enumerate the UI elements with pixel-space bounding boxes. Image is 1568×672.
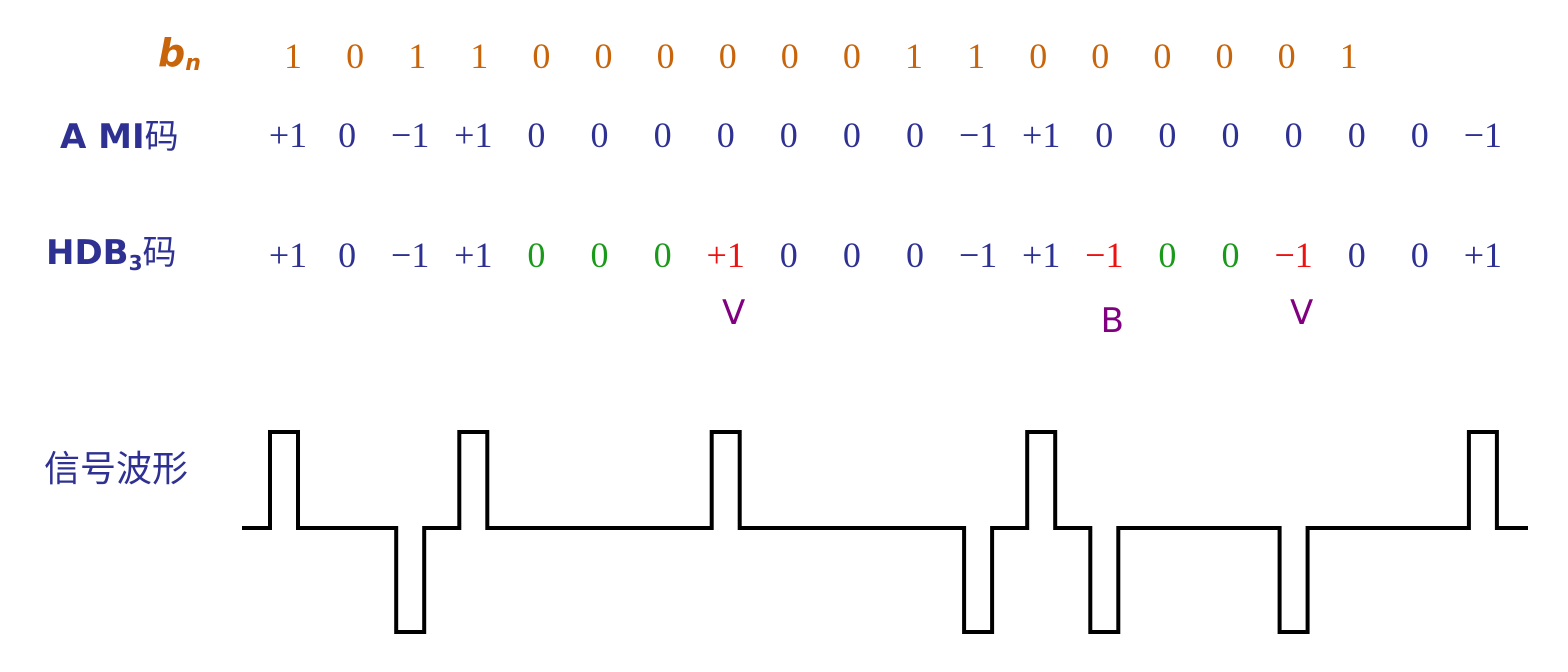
ami-symbol: 0 — [716, 115, 735, 155]
bn-bit: 1 — [905, 36, 923, 76]
bn-bit: 0 — [1029, 36, 1048, 76]
hdb3-symbol: −1 — [1274, 235, 1313, 275]
bn-label-main: b — [158, 31, 186, 75]
ami-symbol: 0 — [842, 115, 861, 155]
bn-bit: 1 — [284, 36, 302, 76]
ami-symbol: 0 — [1284, 115, 1303, 155]
bn-bit: 0 — [1277, 36, 1296, 76]
hdb3-symbol: 0 — [1410, 235, 1429, 275]
ami-symbol: −1 — [1463, 115, 1503, 155]
marker-b: B — [1100, 301, 1124, 341]
bn-label-sub: n — [185, 51, 201, 76]
bn-bit: 1 — [470, 36, 489, 76]
hdb3-symbol: −1 — [1085, 235, 1124, 275]
ami-label-main: A MI — [60, 117, 145, 157]
hdb3-symbol: +1 — [268, 235, 308, 275]
bn-bit: 0 — [842, 36, 861, 76]
ami-symbol: 0 — [1095, 115, 1114, 155]
ami-symbol: 0 — [1158, 115, 1177, 155]
ami-symbol: 0 — [1347, 115, 1366, 155]
bn-bit: 0 — [780, 36, 799, 76]
bn-bit: 0 — [1153, 36, 1172, 76]
ami-symbol: +1 — [268, 115, 308, 155]
bn-bit: 1 — [1339, 36, 1358, 76]
bn-bit: 0 — [718, 36, 737, 76]
waveform-label: 信号波形 — [44, 449, 189, 490]
ami-label-suffix: 码 — [144, 117, 179, 157]
bn-bit: 0 — [1091, 36, 1110, 76]
ami-symbol: 0 — [653, 115, 672, 155]
ami-symbol: 0 — [527, 115, 546, 155]
hdb3-symbol: −1 — [958, 235, 998, 275]
bn-bit: 1 — [408, 36, 427, 76]
bn-bit: 0 — [594, 36, 613, 76]
hdb3-label-suffix: 码 — [142, 233, 177, 273]
hdb3-symbol: +1 — [1463, 235, 1503, 275]
bn-row-label: bn — [158, 34, 201, 75]
ami-symbol: 0 — [779, 115, 798, 155]
hdb3-symbol: 0 — [338, 235, 357, 275]
bn-bit: 0 — [346, 36, 365, 76]
hdb3-symbol: 0 — [590, 235, 609, 275]
hdb3-symbol: 0 — [779, 235, 798, 275]
bn-bit: 1 — [967, 36, 986, 76]
hdb3-symbol: 0 — [842, 235, 861, 275]
hdb3-symbol: 0 — [906, 235, 924, 275]
ami-symbol: 0 — [1410, 115, 1429, 155]
ami-symbol: +1 — [1022, 115, 1061, 155]
hdb3-symbol: 0 — [1347, 235, 1366, 275]
waveform-line — [242, 430, 1528, 634]
bn-bit: 0 — [1215, 36, 1234, 76]
hdb3-symbol: −1 — [391, 235, 430, 275]
ami-symbol: +1 — [454, 115, 493, 155]
hdb3-symbol: 0 — [1158, 235, 1177, 275]
hdb3-symbol: 0 — [1221, 235, 1240, 275]
bn-bit: 0 — [656, 36, 675, 76]
ami-row-label: A MI码 — [60, 120, 179, 154]
hdb3-symbol: 0 — [653, 235, 672, 275]
hdb3-symbol: +1 — [1022, 235, 1061, 275]
marker-v: V — [1289, 293, 1314, 333]
ami-symbol: 0 — [590, 115, 609, 155]
hdb3-label-sub: 3 — [128, 251, 143, 275]
bn-bit: 0 — [532, 36, 551, 76]
hdb3-symbol: +1 — [454, 235, 493, 275]
hdb3-symbol: +1 — [706, 235, 745, 275]
ami-symbol: 0 — [1221, 115, 1240, 155]
hdb3-symbol: 0 — [527, 235, 546, 275]
ami-symbol: 0 — [906, 115, 924, 155]
ami-symbol: −1 — [391, 115, 430, 155]
hdb3-label-main: HDB — [46, 233, 129, 273]
marker-v: V — [722, 293, 746, 333]
ami-symbol: −1 — [958, 115, 998, 155]
ami-symbol: 0 — [338, 115, 357, 155]
hdb3-row-label: HDB3码 — [46, 236, 177, 273]
